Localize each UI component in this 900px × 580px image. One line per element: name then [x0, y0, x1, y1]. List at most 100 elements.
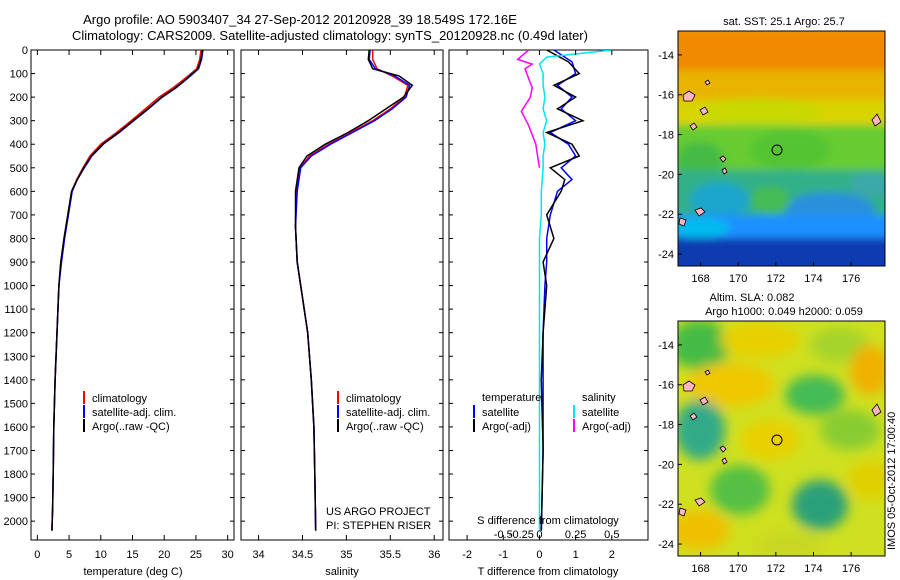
- map-lon-label: 170: [729, 563, 747, 575]
- sst-field: [678, 31, 885, 266]
- depth-tick-label: 1000: [4, 281, 28, 293]
- map-lon-label: 172: [767, 273, 785, 285]
- sst-islands: [678, 79, 882, 227]
- map-lon-label: 176: [842, 563, 860, 575]
- depth-tick-label: 0: [22, 45, 28, 57]
- depth-tick-label: 100: [10, 69, 28, 81]
- series-line-salinity-satellite: [538, 50, 612, 531]
- s-tick-label: 0.25: [565, 529, 586, 541]
- salinity-axes-frame: [240, 49, 444, 541]
- project-annotation: US ARGO PROJECT: [326, 506, 431, 518]
- difference-xlabel: T difference from climatology: [478, 566, 619, 578]
- series-line-argo-raw-qc-: [294, 50, 414, 531]
- imos-watermark: IMOS 05-Oct-2012 17:00:40: [886, 412, 898, 550]
- legend-label-t-satellite: satellite: [482, 407, 519, 419]
- map-lon-label: 176: [842, 273, 860, 285]
- header-line-2: Climatology: CARS2009. Satellite-adjuste…: [72, 28, 588, 43]
- map-lat-label: -24: [658, 249, 674, 261]
- depth-tick-label: 700: [10, 210, 28, 222]
- x-tick-label: 10: [95, 549, 107, 561]
- map-lat-label: -18: [658, 420, 674, 432]
- depth-tick-label: 600: [10, 186, 28, 198]
- x-tick-label: 30: [222, 549, 234, 561]
- depth-tick-label: 1100: [4, 304, 28, 316]
- salinity-xlabel: salinity: [325, 566, 359, 578]
- legend-label-s-satellite: satellite: [582, 407, 619, 419]
- header-line-1: Argo profile: AO 5903407_34 27-Sep-2012 …: [83, 12, 517, 27]
- legend-label-satellite: satellite-adj. clim.: [92, 407, 176, 419]
- legend-title-temperature: temperature: [482, 392, 541, 404]
- temperature-panel: 0 5 10 15 20 25 30 temperature (deg C) climato…: [30, 49, 235, 578]
- x-tick-label: 15: [126, 549, 138, 561]
- depth-tick-label: 1800: [4, 469, 28, 481]
- depth-tick-label: 900: [10, 257, 28, 269]
- series-line-temperature-argo-adj-: [540, 50, 585, 531]
- map-lat-label: -22: [658, 209, 674, 221]
- map-lat-label: -20: [658, 169, 674, 181]
- sla-islands: [678, 369, 882, 517]
- legend-label-s-argo: Argo(-adj): [582, 421, 631, 433]
- legend-title-salinity: salinity: [582, 392, 616, 404]
- map-lat-label: -14: [658, 340, 674, 352]
- map-lon-label: 174: [804, 563, 822, 575]
- depth-tick-label: 1300: [4, 351, 28, 363]
- series-line-climatology: [51, 50, 202, 531]
- temperature-legend: climatology satellite-adj. clim. Argo(..…: [83, 391, 176, 433]
- x-tick-label: 25: [190, 549, 202, 561]
- difference-legend: temperature satellite Argo(-adj) salinit…: [473, 392, 631, 433]
- depth-tick-label: 1600: [4, 422, 28, 434]
- argo-position-marker: [771, 144, 783, 156]
- argo-position-marker: [771, 434, 783, 446]
- x-tick-label: 34: [252, 549, 264, 561]
- sla-map-panel: Altim. SLA: 0.082 Argo h1000: 0.049 h200…: [658, 292, 886, 575]
- legend-label-argo: Argo(..raw -QC): [92, 421, 170, 433]
- depth-tick-label: 500: [10, 163, 28, 175]
- series-line-satellite-adj-clim-: [294, 50, 411, 531]
- map-lon-label: 170: [729, 273, 747, 285]
- series-line-salinity-argo-adj-: [516, 50, 541, 168]
- depth-tick-label: 1700: [4, 445, 28, 457]
- depth-tick-label: 1400: [4, 375, 28, 387]
- depth-tick-label: 300: [10, 116, 28, 128]
- sst-map-frame: [677, 30, 886, 267]
- s-tick-label: 0.5: [604, 529, 619, 541]
- map-lat-label: -16: [658, 90, 674, 102]
- x-tick-label: 35.5: [380, 549, 401, 561]
- pi-annotation: PI: STEPHEN RISER: [326, 520, 431, 532]
- series-line-satellite-adj-clim-: [51, 50, 204, 531]
- salinity-panel: 34 34.5 35 35.5 36 salinity climatology sate…: [240, 49, 444, 578]
- temperature-axes-frame: [30, 49, 235, 541]
- depth-tick-label: 400: [10, 139, 28, 151]
- x-tick-label: 36: [428, 549, 440, 561]
- map-lon-label: 172: [767, 563, 785, 575]
- sla-field: [678, 321, 885, 556]
- s-difference-label: S difference from climatology: [477, 515, 619, 527]
- difference-panel: -2 -1 0 1 2 T difference from climatology S …: [448, 49, 649, 578]
- map-lat-label: -22: [658, 499, 674, 511]
- difference-axes-frame: [448, 49, 649, 541]
- sla-map-frame: [677, 320, 886, 557]
- x-tick-label: 0: [536, 549, 542, 561]
- map-lat-label: -14: [658, 50, 674, 62]
- depth-tick-label: 2000: [4, 516, 28, 528]
- map-lat-label: -16: [658, 380, 674, 392]
- depth-tick-label: 1200: [4, 328, 28, 340]
- map-lon-label: 168: [691, 273, 709, 285]
- x-tick-label: 0: [34, 549, 40, 561]
- x-tick-label: -2: [462, 549, 472, 561]
- x-tick-label: 35: [340, 549, 352, 561]
- legend-label-t-argo: Argo(-adj): [482, 421, 531, 433]
- s-tick-label: -0.25: [509, 529, 534, 541]
- x-tick-label: 34.5: [292, 549, 313, 561]
- x-tick-label: 2: [609, 549, 615, 561]
- depth-tick-label: 1500: [4, 398, 28, 410]
- s-tick-label: -0.5: [494, 529, 513, 541]
- legend-label-climatology: climatology: [92, 393, 148, 405]
- series-line-argo-raw-qc-: [51, 50, 204, 531]
- depth-tick-label: 200: [10, 92, 28, 104]
- series-line-climatology: [294, 50, 409, 531]
- legend-label-argo: Argo(..raw -QC): [346, 421, 424, 433]
- depth-tick-label: 1900: [4, 493, 28, 505]
- map-lon-label: 174: [804, 273, 822, 285]
